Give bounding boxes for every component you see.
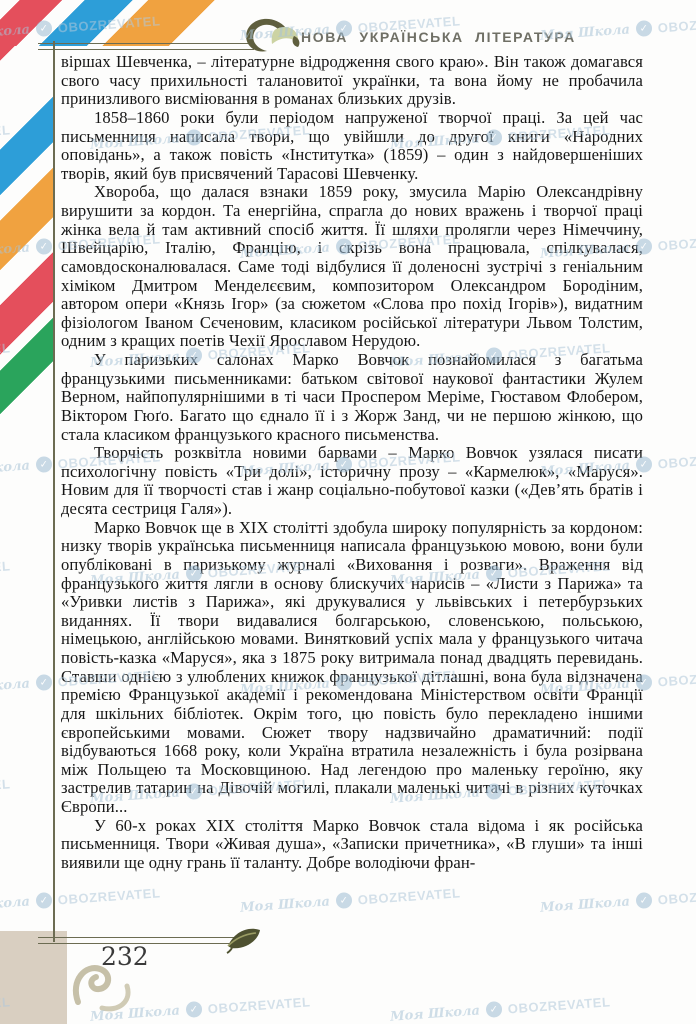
paragraph: 1858–1860 роки були періодом напруженої … [61,107,643,183]
frame-vertical-rule [53,41,55,942]
paragraph: У паризьких салонах Марко Вовчок познайо… [61,350,643,444]
watermark: Моя Школа✓OBOZREVATEL [0,557,11,588]
watermark-brand-label: OBOZREVATEL [0,775,11,798]
watermark: Моя Школа✓OBOZREVATEL [0,775,11,806]
paragraph: Творчість розквітла новими барвами – Мар… [61,443,643,518]
watermark-brand-label: OBOZREVATEL [0,557,11,580]
frame-bottom-rule [38,937,239,944]
watermark-school-label: Моя Школа [0,675,31,697]
page-number: 232 [101,942,149,971]
footer-leaf-icon [226,928,260,954]
header-flourish-icon [246,18,300,52]
paragraph: Марко Вовчок ще в XIX столітті здобула ш… [61,517,643,816]
footer-flourish-icon [73,965,131,1012]
obozrevatel-logo-icon: ✓ [35,673,53,691]
obozrevatel-logo-icon: ✓ [35,891,53,909]
paragraph: У 60-х роках XIX століття Марко Вовчок с… [61,815,643,872]
paragraph: віршах Шевченка, – літературне відроджен… [61,52,643,109]
body-text: віршах Шевченка, – літературне відроджен… [61,52,643,873]
paragraph: Хвороба, що далася взнаки 1859 року, зму… [61,182,643,351]
corner-stripes-left [0,0,54,470]
frame-top-rule [38,43,254,50]
page-title: НОВА УКРАЇНСЬКА ЛІТЕРАТУРА [301,29,576,45]
obozrevatel-logo-icon: ✓ [635,19,653,37]
content-panel [54,46,696,1024]
watermark-school-label: Моя Школа [0,893,31,915]
watermark-brand-label: OBOZREVATEL [657,12,696,35]
footer-tab-block [0,931,67,1024]
